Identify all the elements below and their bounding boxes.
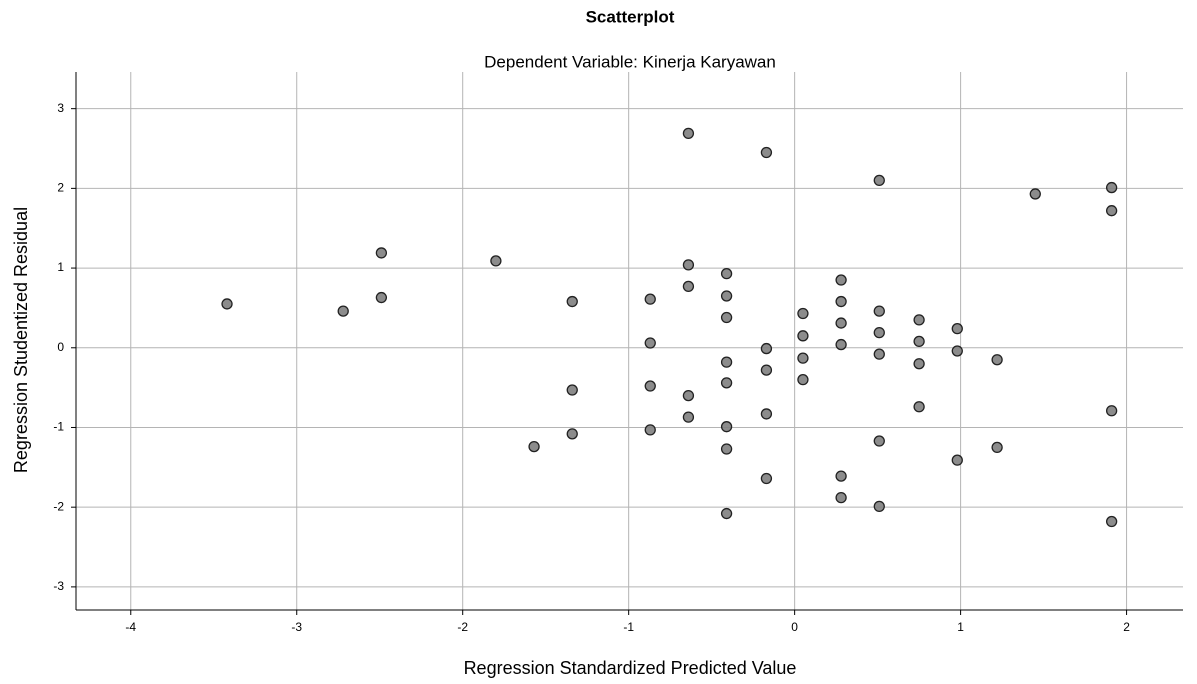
point — [835, 317, 847, 329]
point — [873, 500, 885, 513]
point — [337, 305, 349, 317]
point — [913, 358, 925, 370]
point — [1105, 181, 1118, 194]
x-tick-label: -2 — [457, 620, 468, 634]
point — [760, 146, 773, 159]
point — [873, 174, 885, 187]
point — [991, 354, 1003, 366]
x-tick-label: 0 — [791, 620, 798, 634]
point — [375, 291, 388, 304]
point — [1029, 188, 1041, 200]
chart-title: Scatterplot — [586, 7, 675, 26]
x-tick-label: -4 — [125, 620, 136, 634]
point — [835, 491, 847, 504]
point — [528, 440, 540, 453]
y-tick-label: 2 — [57, 181, 64, 195]
point — [873, 348, 885, 360]
point — [682, 389, 695, 402]
point — [797, 352, 809, 364]
x-tick-label: 2 — [1123, 620, 1130, 634]
point — [873, 326, 885, 339]
point — [720, 290, 733, 302]
point — [682, 259, 695, 271]
y-tick-label: 1 — [57, 260, 64, 274]
point — [221, 298, 233, 310]
y-tick-label: -1 — [53, 420, 64, 434]
point — [682, 280, 695, 293]
point — [873, 305, 885, 317]
point — [644, 380, 656, 392]
point — [490, 255, 502, 267]
y-tick-label: -3 — [53, 579, 64, 593]
point — [835, 274, 847, 286]
point — [873, 435, 885, 447]
point — [835, 470, 847, 482]
point — [720, 268, 733, 280]
point — [644, 337, 656, 349]
point — [760, 364, 773, 376]
x-tick-label: -3 — [291, 620, 302, 634]
point — [913, 314, 925, 326]
point — [644, 424, 656, 436]
point — [797, 307, 809, 320]
point — [951, 345, 963, 357]
point — [760, 472, 773, 485]
point — [720, 356, 733, 368]
point — [720, 443, 733, 455]
point — [1105, 205, 1118, 217]
point — [797, 330, 809, 342]
x-axis-label: Regression Standardized Predicted Value — [464, 658, 797, 678]
point — [720, 507, 733, 520]
y-tick-label: 0 — [57, 340, 64, 354]
point — [566, 428, 578, 440]
chart-subtitle: Dependent Variable: Kinerja Karyawan — [484, 52, 776, 71]
point — [835, 295, 847, 308]
point — [760, 342, 773, 355]
y-axis-label: Regression Studentized Residual — [11, 207, 31, 473]
point — [913, 401, 925, 413]
point — [720, 377, 733, 389]
x-tick-label: 1 — [957, 620, 964, 634]
point — [1105, 405, 1118, 417]
point — [913, 335, 925, 348]
point — [644, 293, 656, 305]
x-tick-label: -1 — [623, 620, 634, 634]
point — [760, 408, 773, 420]
y-tick-label: 3 — [57, 101, 64, 115]
point — [375, 247, 388, 259]
point — [566, 384, 578, 396]
point — [835, 338, 847, 351]
point — [951, 454, 963, 466]
point — [1105, 515, 1118, 528]
point — [797, 374, 809, 386]
point — [566, 295, 578, 308]
point — [951, 322, 963, 335]
point — [720, 421, 733, 433]
y-tick-label: -2 — [53, 499, 64, 513]
point — [682, 127, 695, 140]
point — [720, 311, 733, 324]
point — [991, 441, 1003, 454]
point — [682, 411, 695, 423]
